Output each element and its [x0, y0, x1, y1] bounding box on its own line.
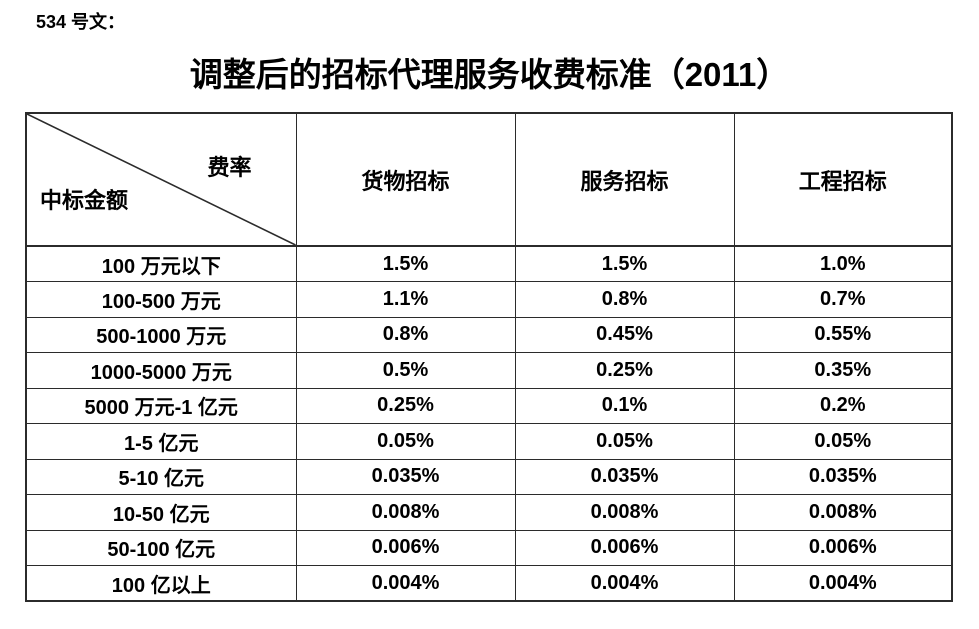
- rate-cell: 1.1%: [295, 281, 516, 318]
- amount-cell: 10-50 亿元: [25, 494, 297, 531]
- table-row: 100 万元以下 1.5% 1.5% 1.0%: [25, 245, 953, 282]
- table-row: 10-50 亿元 0.008% 0.008% 0.008%: [25, 494, 953, 531]
- rate-cell: 1.5%: [514, 245, 735, 282]
- column-header-engineering-bidding: 工程招标: [733, 112, 953, 247]
- fee-table: 费率 中标金额 货物招标 服务招标 工程招标 100 万元以下 1.5% 1.5…: [25, 112, 953, 602]
- fee-table-body: 100 万元以下 1.5% 1.5% 1.0% 100-500 万元 1.1% …: [25, 245, 953, 602]
- rate-cell: 0.5%: [295, 352, 516, 389]
- rate-cell: 0.008%: [514, 494, 735, 531]
- column-header-goods-bidding: 货物招标: [295, 112, 516, 247]
- column-header-service-bidding: 服务招标: [514, 112, 735, 247]
- rate-cell: 0.035%: [295, 458, 516, 495]
- rate-cell: 0.8%: [514, 281, 735, 318]
- rate-cell: 0.05%: [514, 423, 735, 460]
- rate-cell: 0.55%: [733, 316, 953, 353]
- amount-cell: 100 亿以上: [25, 565, 297, 602]
- rate-cell: 0.7%: [733, 281, 953, 318]
- rate-cell: 0.2%: [733, 387, 953, 424]
- amount-cell: 500-1000 万元: [25, 316, 297, 353]
- rate-cell: 0.004%: [514, 565, 735, 602]
- rate-cell: 0.004%: [295, 565, 516, 602]
- rate-cell: 0.8%: [295, 316, 516, 353]
- rate-cell: 0.35%: [733, 352, 953, 389]
- rate-cell: 1.5%: [295, 245, 516, 282]
- rate-cell: 0.008%: [295, 494, 516, 531]
- table-header-row: 费率 中标金额 货物招标 服务招标 工程招标: [25, 112, 953, 247]
- amount-cell: 50-100 亿元: [25, 529, 297, 566]
- corner-header-cell: 费率 中标金额: [25, 112, 297, 247]
- rate-cell: 0.05%: [733, 423, 953, 460]
- rate-cell: 0.25%: [514, 352, 735, 389]
- table-row: 500-1000 万元 0.8% 0.45% 0.55%: [25, 316, 953, 353]
- page-title: 调整后的招标代理服务收费标准（2011）: [189, 56, 790, 93]
- corner-rate-label: 费率: [207, 155, 252, 180]
- table-row: 5000 万元-1 亿元 0.25% 0.1% 0.2%: [25, 387, 953, 424]
- rate-cell: 0.25%: [295, 387, 516, 424]
- diagonal-divider-line: [27, 114, 296, 245]
- amount-cell: 5-10 亿元: [25, 458, 297, 495]
- table-row: 1-5 亿元 0.05% 0.05% 0.05%: [25, 423, 953, 460]
- amount-cell: 100-500 万元: [25, 281, 297, 318]
- table-row: 50-100 亿元 0.006% 0.006% 0.006%: [25, 529, 953, 566]
- rate-cell: 1.0%: [733, 245, 953, 282]
- rate-cell: 0.035%: [514, 458, 735, 495]
- rate-cell: 0.035%: [733, 458, 953, 495]
- amount-cell: 1000-5000 万元: [25, 352, 297, 389]
- table-row: 1000-5000 万元 0.5% 0.25% 0.35%: [25, 352, 953, 389]
- table-row: 100 亿以上 0.004% 0.004% 0.004%: [25, 565, 953, 602]
- table-row: 5-10 亿元 0.035% 0.035% 0.035%: [25, 458, 953, 495]
- rate-cell: 0.008%: [733, 494, 953, 531]
- corner-amount-label: 中标金额: [40, 188, 129, 213]
- rate-cell: 0.1%: [514, 387, 735, 424]
- rate-cell: 0.05%: [295, 423, 516, 460]
- amount-cell: 5000 万元-1 亿元: [25, 387, 297, 424]
- rate-cell: 0.006%: [295, 529, 516, 566]
- rate-cell: 0.45%: [514, 316, 735, 353]
- rate-cell: 0.006%: [733, 529, 953, 566]
- amount-cell: 1-5 亿元: [25, 423, 297, 460]
- doc-number-label: 534 号文：: [36, 12, 126, 32]
- rate-cell: 0.006%: [514, 529, 735, 566]
- rate-cell: 0.004%: [733, 565, 953, 602]
- amount-cell: 100 万元以下: [25, 245, 297, 282]
- table-row: 100-500 万元 1.1% 0.8% 0.7%: [25, 281, 953, 318]
